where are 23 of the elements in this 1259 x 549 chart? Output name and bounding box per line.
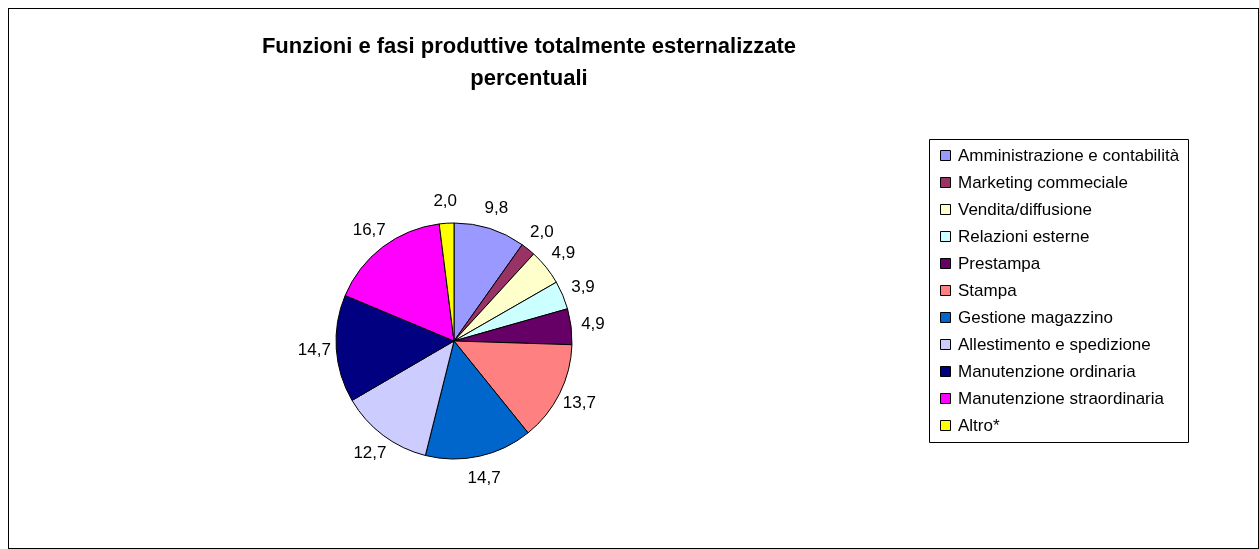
legend-label: Manutenzione ordinaria (958, 361, 1137, 381)
legend-label: Manutenzione straordinaria (958, 388, 1165, 408)
data-label: 14,7 (467, 467, 501, 487)
legend-label: Prestampa (958, 253, 1041, 273)
chart-title: Funzioni e fasi produttive totalmente esternalizzate percentuali (261, 33, 797, 90)
data-label: 2,0 (530, 222, 554, 242)
data-label: 13,7 (562, 393, 596, 413)
legend-label: Stampa (958, 280, 1018, 300)
legend-label: Altro* (958, 415, 1000, 435)
legend-label: Relazioni esterne (958, 226, 1090, 246)
data-label: 4,9 (551, 243, 576, 263)
legend-label: Vendita/diffusione (958, 199, 1092, 219)
data-label: 2,0 (433, 191, 458, 211)
data-label: 12,7 (353, 442, 387, 462)
data-label: 3,9 (571, 276, 595, 296)
data-label: 14,7 (297, 340, 331, 360)
data-label: 4,9 (581, 313, 605, 333)
data-label: 16,7 (352, 219, 386, 239)
legend-label: Allestimento e spedizione (958, 334, 1151, 354)
legend-label: Gestione magazzino (958, 307, 1113, 327)
legend-label: Marketing commeciale (958, 172, 1129, 192)
data-label: 9,8 (484, 197, 509, 217)
legend-label: Amministrazione e contabilità (958, 145, 1180, 165)
